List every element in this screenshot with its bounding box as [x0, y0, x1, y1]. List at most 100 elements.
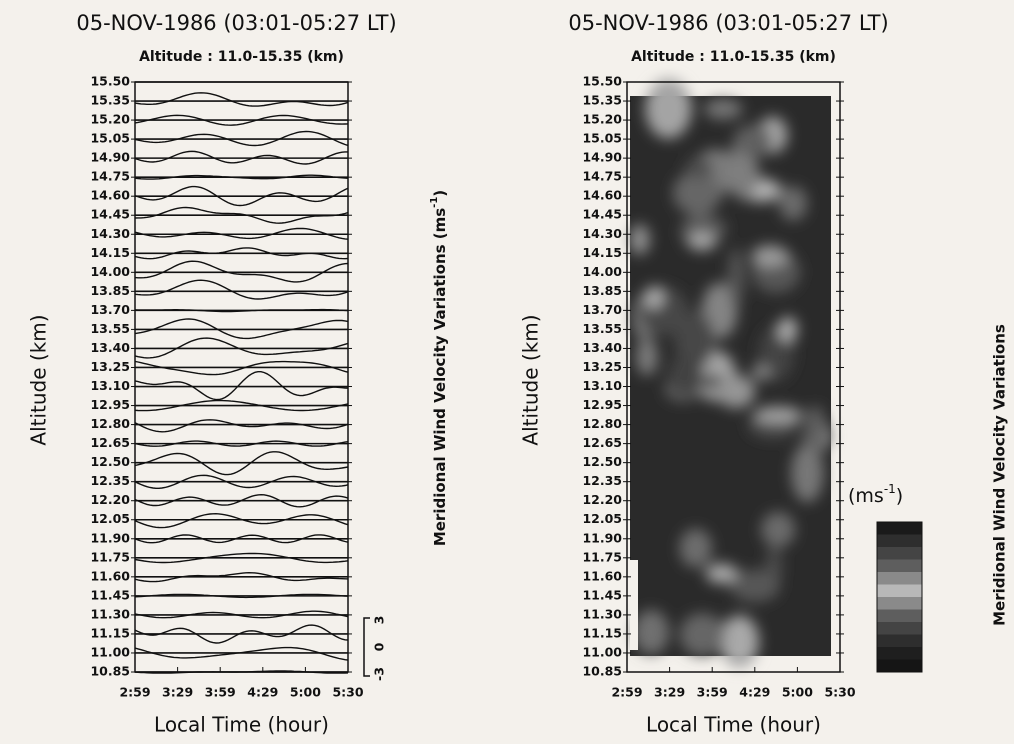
y-tick-label: 12.65 — [90, 435, 130, 450]
velocity-curve — [134, 552, 349, 564]
x-tick-label: 2:59 — [611, 685, 642, 700]
y-tick-label: 15.05 — [582, 131, 622, 146]
colorbar-band — [877, 522, 922, 535]
velocity-curve — [134, 360, 349, 376]
velocity-curve — [134, 451, 349, 476]
colorbar-frame — [876, 521, 923, 673]
y-tick-label: 14.60 — [90, 188, 130, 203]
x-tick-label: 3:29 — [654, 685, 685, 700]
y-tick-label: 10.85 — [582, 664, 622, 679]
y-tick-label: 11.75 — [582, 549, 622, 564]
x-tick-label: 5:00 — [782, 685, 813, 700]
y-tick-label: 11.15 — [582, 625, 622, 640]
y-tick-label: 14.30 — [582, 226, 622, 241]
velocity-curve — [134, 610, 349, 619]
contour-blob — [791, 443, 824, 503]
velocity-curve — [134, 227, 349, 240]
velocity-curve — [134, 92, 349, 107]
velocity-curve — [134, 571, 349, 583]
y-tick-label: 13.40 — [582, 340, 622, 355]
velocity-curve — [134, 260, 349, 283]
y-tick-label: 14.75 — [90, 169, 130, 184]
velocity-curve — [134, 337, 349, 359]
velocity-curve — [134, 646, 349, 661]
y-tick-label: 11.45 — [90, 587, 130, 602]
y-tick-label: 11.30 — [90, 606, 130, 621]
y-tick-label: 13.85 — [90, 283, 130, 298]
y-tick-label: 14.75 — [582, 169, 622, 184]
y-tick-label: 11.45 — [582, 587, 622, 602]
contour-blobs — [629, 78, 832, 668]
y-tick-label: 14.30 — [90, 226, 130, 241]
velocity-curve — [134, 440, 349, 447]
scale-label: -3 — [372, 667, 387, 681]
unit-exp: -1 — [884, 482, 896, 496]
contour-blob — [727, 247, 745, 307]
colorbar-band — [877, 584, 922, 598]
contour-blob — [636, 338, 658, 376]
velocity-curve — [134, 279, 349, 300]
y-tick-label: 12.80 — [582, 416, 622, 431]
panel-title: 05-NOV-1986 (03:01-05:27 LT) — [76, 11, 396, 35]
velocity-curve — [134, 371, 349, 401]
y-tick-label: 11.60 — [582, 568, 622, 583]
contour-blob — [667, 355, 703, 395]
y-tick-label: 11.00 — [90, 644, 130, 659]
image-gap — [630, 560, 638, 650]
velocity-curve — [134, 670, 349, 674]
y-tick-label: 15.20 — [90, 112, 130, 127]
velocity-curve — [134, 534, 349, 544]
x-tick-label: 3:29 — [162, 685, 193, 700]
panel-subtitle: Altitude : 11.0-15.35 (km) — [139, 49, 344, 65]
y-tick-label: 14.60 — [582, 188, 622, 203]
y-tick-label: 12.35 — [582, 473, 622, 488]
contour-blob — [705, 563, 738, 584]
scale-label: 3 — [372, 616, 387, 625]
velocity-curve — [134, 419, 349, 433]
y-tick-label: 13.25 — [582, 359, 622, 374]
y-tick-label: 14.00 — [90, 264, 130, 279]
contour-blob — [645, 78, 692, 139]
y-tick-label: 13.55 — [582, 321, 622, 336]
x-tick-label: 5:30 — [824, 685, 855, 700]
y-tick-label: 10.85 — [90, 664, 130, 679]
velocity-curve — [134, 247, 349, 260]
x-tick-label: 4:29 — [739, 685, 770, 700]
contour-blob — [761, 511, 796, 548]
y-tick-label: 12.50 — [90, 454, 130, 469]
y-tick-label: 14.00 — [582, 264, 622, 279]
y-tick-label: 14.45 — [582, 207, 622, 222]
y-tick-label: 13.85 — [582, 283, 622, 298]
velocity-curve — [134, 399, 349, 412]
unit-end: ) — [896, 485, 903, 507]
y-tick-label: 14.15 — [90, 245, 130, 260]
y-tick-label: 13.10 — [90, 378, 130, 393]
scale-label: 0 — [372, 642, 387, 651]
unit-label: (ms-1) — [848, 482, 903, 507]
contour-blob — [679, 528, 713, 568]
y-tick-label: 11.90 — [90, 530, 130, 545]
contour-blob — [720, 615, 759, 668]
y-tick-label: 15.20 — [582, 112, 622, 127]
y-tick-label: 12.50 — [582, 454, 622, 469]
y-tick-label: 13.10 — [582, 378, 622, 393]
velocity-curve — [134, 114, 349, 126]
velocity-curve — [134, 174, 349, 180]
y-tick-label: 13.40 — [90, 340, 130, 355]
side-label-text: Meridional Wind Velocity Variations (ms — [431, 208, 449, 546]
contour-blob — [729, 569, 781, 603]
velocity-curve — [134, 624, 349, 644]
contour-blob — [689, 231, 715, 251]
y-tick-label: 12.65 — [582, 435, 622, 450]
y-tick-label: 12.80 — [90, 416, 130, 431]
x-tick-label: 3:59 — [697, 685, 728, 700]
colorbar-band — [877, 597, 922, 610]
contour-blob — [629, 224, 650, 255]
x-tick-label: 2:59 — [119, 685, 150, 700]
y-axis-label: Altitude (km) — [519, 314, 543, 445]
contour-blob — [679, 613, 725, 657]
colorbar-band — [877, 622, 922, 635]
y-tick-label: 15.50 — [90, 74, 130, 89]
y-tick-label: 12.20 — [90, 492, 130, 507]
contour-blob — [717, 375, 756, 409]
